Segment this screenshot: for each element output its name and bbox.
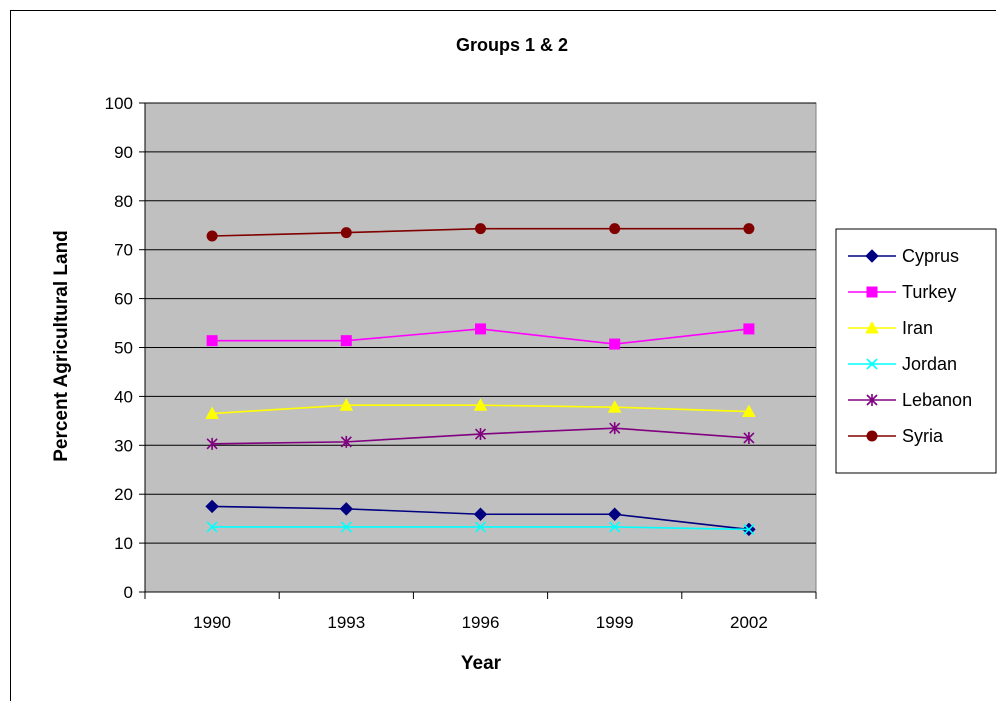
legend: Cyprus Turkey Iran Jordan Lebanon Syria	[835, 228, 997, 474]
y-tick-label: 40	[114, 387, 133, 406]
legend-marker-turkey	[866, 286, 878, 298]
data-point-syria	[609, 223, 621, 235]
data-point-cyprus	[205, 499, 219, 514]
legend-label-syria: Syria	[902, 426, 944, 446]
y-tick-label: 0	[124, 583, 133, 602]
data-point-turkey	[609, 338, 621, 350]
data-point-lebanon	[340, 435, 352, 448]
data-point-cyprus	[473, 507, 488, 521]
y-tick-label: 70	[114, 241, 133, 260]
data-point-syria	[340, 227, 352, 239]
x-tick-label: 2002	[730, 613, 768, 632]
legend-label-jordan: Jordan	[902, 354, 957, 374]
data-point-lebanon	[206, 437, 218, 450]
data-point-jordan	[340, 521, 352, 533]
legend-label-lebanon: Lebanon	[902, 390, 972, 410]
y-tick-label: 50	[114, 339, 133, 358]
data-point-lebanon	[609, 422, 621, 435]
legend-marker-jordan	[866, 358, 878, 370]
y-tick-label: 10	[114, 534, 133, 553]
legend-label-turkey: Turkey	[902, 282, 956, 302]
data-point-jordan	[474, 521, 487, 533]
legend-label-cyprus: Cyprus	[902, 246, 959, 266]
x-tick-label: 1996	[462, 613, 500, 632]
legend-marker-lebanon	[866, 394, 878, 406]
data-point-syria	[743, 223, 755, 235]
data-point-lebanon	[743, 431, 755, 444]
legend-marker-iran	[865, 320, 879, 334]
x-tick-label: 1990	[193, 613, 231, 632]
x-tick-label: 1993	[327, 613, 365, 632]
data-point-iran	[205, 406, 219, 420]
chart-frame	[10, 10, 996, 701]
plot-area: 0 10 20 30 40 50 60 70 80 90 100 1990 1993 1996 1999 20…	[105, 94, 817, 632]
data-point-syria	[475, 223, 486, 235]
chart-title: Groups 1 & 2	[456, 35, 568, 55]
legend-box	[835, 228, 997, 474]
data-point-lebanon	[474, 428, 487, 441]
data-point-turkey	[475, 323, 486, 335]
legend-marker-syria	[866, 430, 878, 442]
data-point-turkey	[743, 323, 755, 335]
data-point-cyprus	[339, 502, 354, 516]
y-tick-label: 80	[114, 192, 133, 211]
data-point-iran	[607, 400, 622, 413]
y-tick-label: 90	[114, 143, 133, 162]
x-tick-label: 1999	[596, 613, 634, 632]
legend-label-iran: Iran	[902, 318, 933, 338]
data-point-jordan	[743, 523, 755, 535]
data-point-cyprus	[607, 507, 622, 521]
y-tick-label: 100	[105, 94, 133, 113]
data-point-jordan	[206, 521, 218, 533]
data-point-turkey	[206, 335, 218, 347]
data-point-iran	[339, 398, 354, 411]
y-tick-label: 20	[114, 485, 133, 504]
legend-marker-cyprus	[865, 249, 879, 263]
y-axis-title: Percent Agricultural Land	[51, 230, 72, 462]
data-point-jordan	[609, 521, 621, 533]
y-tick-label: 30	[114, 436, 133, 455]
data-point-iran	[473, 398, 488, 411]
x-axis-title: Year	[461, 653, 502, 674]
data-point-turkey	[340, 335, 352, 347]
data-point-iran	[742, 404, 756, 418]
data-point-syria	[206, 230, 218, 242]
y-tick-label: 60	[114, 290, 133, 309]
